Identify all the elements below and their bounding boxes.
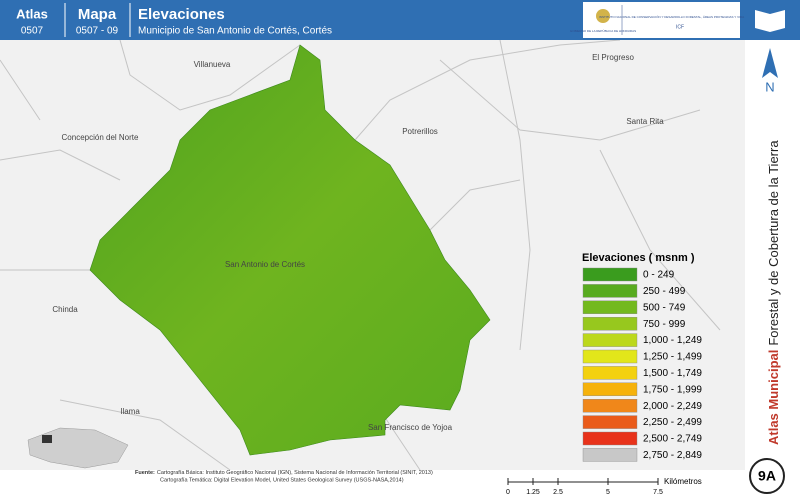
- map-code: 0507 - 09: [76, 26, 119, 37]
- legend-swatch: [582, 366, 638, 380]
- legend-label: 1,000 - 1,249: [643, 335, 702, 346]
- legend-label: 750 - 999: [643, 319, 686, 330]
- coat-of-arms: [596, 9, 610, 23]
- legend-swatch: [582, 415, 638, 429]
- source-line: Fuente: Cartografía Básica: Instituto Geo…: [135, 470, 433, 476]
- place: San Antonio de Cortés: [225, 260, 305, 269]
- source-1: Cartografía Básica: Instituto Geográfico…: [157, 470, 433, 476]
- legend-title: Elevaciones ( msnm ): [582, 252, 695, 264]
- map-label: Mapa: [78, 6, 117, 23]
- scale-label: 0: [506, 489, 510, 496]
- legend-swatch: [582, 267, 638, 282]
- legend-swatch: [582, 333, 638, 347]
- place: Villanueva: [194, 60, 231, 69]
- atlas-code: 0507: [21, 26, 44, 37]
- source-label: Fuente:: [135, 470, 155, 476]
- source-2: Cartografía Temática: Digital Elevation …: [160, 477, 404, 483]
- place: Concepción del Norte: [62, 133, 139, 142]
- legend-swatch: [582, 317, 638, 331]
- inset-highlight: [42, 435, 52, 443]
- scale-label: 5: [606, 489, 610, 496]
- scale-label: 1.25: [526, 489, 540, 496]
- place-labels: Villanueva El Progreso Concepción del No…: [52, 53, 664, 432]
- atlas-rest: Forestal y de Cobertura de la Tierra: [766, 140, 781, 346]
- scale-label: 7.5: [653, 489, 663, 496]
- page-badge: [749, 458, 785, 494]
- place: San Francisco de Yojoa: [368, 423, 453, 432]
- place: El Progreso: [592, 53, 634, 62]
- legend-label: 2,500 - 2,749: [643, 434, 702, 445]
- legend-label: 2,250 - 2,499: [643, 417, 702, 428]
- legend-swatch: [582, 448, 638, 462]
- atlas-label: Atlas: [16, 6, 48, 21]
- legend-swatch: [582, 399, 638, 413]
- place: Chinda: [52, 305, 78, 314]
- legend-label: 0 - 249: [643, 270, 675, 281]
- legend-label: 2,000 - 2,249: [643, 401, 702, 412]
- north-arrow: [762, 48, 778, 78]
- logo-box: [583, 2, 740, 38]
- legend-swatch: [582, 300, 638, 314]
- book-icon: [755, 10, 785, 32]
- atlas-bold: Atlas Municipal: [766, 350, 781, 445]
- page-number: 9A: [758, 468, 776, 484]
- place: Ilama: [120, 407, 140, 416]
- legend-label: 1,250 - 1,499: [643, 352, 702, 363]
- legend-label: 1,750 - 1,999: [643, 384, 702, 395]
- legend-label: 250 - 499: [643, 286, 686, 297]
- legend-label: 500 - 749: [643, 302, 686, 313]
- title: Elevaciones: [138, 6, 225, 23]
- legend: Elevaciones ( msnm ) 0 - 249 250 - 499 500…: [582, 252, 702, 462]
- legend-label: 2,750 - 2,849: [643, 450, 702, 461]
- legend-swatch: [582, 349, 638, 364]
- logo-gov: GOBIERNO DE LA REPÚBLICA DE HONDURAS: [570, 28, 636, 33]
- logo-institute: INSTITUTO NACIONAL DE CONSERVACIÓN Y DES…: [599, 14, 761, 19]
- legend-swatch: [582, 382, 638, 396]
- atlas-vertical: Atlas Municipal Forestal y de Cobertura d…: [766, 140, 781, 445]
- roads: [0, 39, 721, 471]
- municipality: [89, 44, 491, 456]
- scale-label: 2.5: [553, 489, 563, 496]
- inset-map: [27, 427, 129, 469]
- north-label: N: [765, 79, 774, 94]
- logo-acronym: ICF: [676, 24, 684, 30]
- scale-unit: Kilómetros: [664, 477, 702, 486]
- legend-label: 1,500 - 1,749: [643, 368, 702, 379]
- place: Santa Rita: [626, 117, 664, 126]
- place: Potrerillos: [402, 127, 438, 136]
- subtitle: Municipio de San Antonio de Cortés, Cort…: [138, 26, 332, 37]
- legend-swatch: [582, 431, 638, 446]
- legend-swatch: [582, 284, 638, 298]
